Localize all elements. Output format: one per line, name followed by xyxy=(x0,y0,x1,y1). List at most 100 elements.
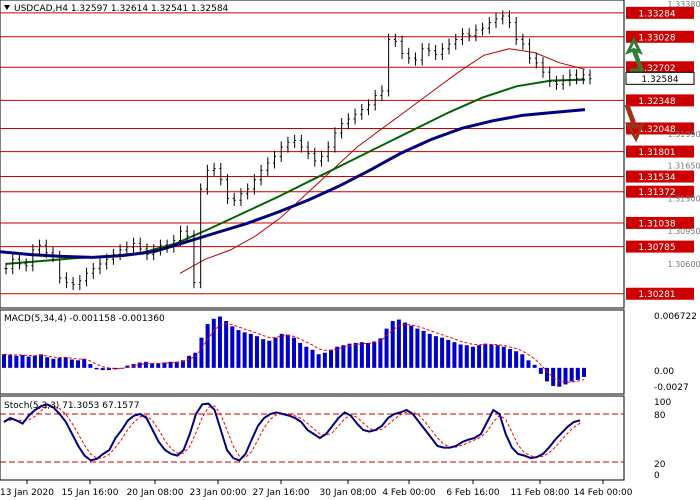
macd-bar xyxy=(69,359,74,368)
macd-bar xyxy=(174,361,179,368)
macd-bar xyxy=(2,354,6,368)
x-tick-label: 15 Jan 16:00 xyxy=(62,488,119,498)
symbol-header-marker-icon xyxy=(4,5,10,10)
x-tick-label: 6 Feb 16:00 xyxy=(446,488,500,498)
x-tick-label: 30 Jan 08:00 xyxy=(320,488,377,498)
macd-bar xyxy=(217,316,222,368)
macd-bar xyxy=(230,326,235,368)
macd-bar xyxy=(298,342,303,368)
macd-bar xyxy=(14,355,19,368)
price-series xyxy=(4,10,592,291)
level-tag xyxy=(626,6,694,19)
macd-bar xyxy=(464,345,469,368)
macd-bar xyxy=(261,339,266,368)
level-tag xyxy=(626,30,694,43)
level-tag xyxy=(626,216,694,229)
macd-bar xyxy=(106,367,111,371)
stoch-tick-0: 0 xyxy=(654,471,660,481)
macd-bar xyxy=(150,363,155,368)
macd-bar xyxy=(440,337,445,368)
macd-bar xyxy=(501,346,506,368)
macd-bar xyxy=(285,334,290,368)
macd-bar xyxy=(273,337,278,368)
macd-bar xyxy=(32,355,37,368)
macd-bar xyxy=(20,355,25,368)
level-tag xyxy=(626,145,694,158)
macd-bar xyxy=(396,319,401,368)
macd-bar xyxy=(205,324,210,368)
macd-bar xyxy=(384,328,389,368)
macd-bar xyxy=(292,337,296,368)
macd-tick-top: 0.006722 xyxy=(654,312,697,322)
arrow-up-icon xyxy=(624,36,645,72)
x-tick-label: 13 Jan 2020 xyxy=(0,488,54,498)
macd-bar xyxy=(452,342,457,368)
level-label: 1.30281 xyxy=(638,290,675,300)
macd-bar xyxy=(329,349,334,368)
x-tick-label: 27 Jan 16:00 xyxy=(253,488,310,498)
macd-bar xyxy=(514,351,519,368)
level-label: 1.32048 xyxy=(638,125,675,135)
level-tag xyxy=(626,170,694,183)
ma-slow-line xyxy=(0,108,586,259)
macd-bar xyxy=(113,367,118,370)
macd-bar xyxy=(94,367,99,370)
level-label: 1.30785 xyxy=(638,243,675,253)
current-price-label: 1.32584 xyxy=(641,75,678,85)
stochastic-lines xyxy=(0,402,624,463)
macd-bar xyxy=(57,358,62,368)
macd-bar xyxy=(483,343,488,368)
macd-bar xyxy=(582,367,586,377)
x-tick-label: 23 Jan 00:00 xyxy=(190,488,247,498)
x-tick-label: 20 Jan 08:00 xyxy=(127,488,184,498)
macd-bar xyxy=(45,357,50,368)
macd-bar xyxy=(193,352,198,368)
macd-bar xyxy=(248,333,253,368)
arrow-down-icon xyxy=(624,104,645,143)
macd-bar xyxy=(489,344,494,368)
y-tick-label: 1.31990 xyxy=(667,130,700,139)
y-tick-label: 1.33380 xyxy=(667,0,700,9)
macd-bar xyxy=(224,321,229,368)
stoch-label: Stoch(5,3,3) 71.3053 67.1577 xyxy=(4,401,139,411)
macd-bar xyxy=(310,349,315,368)
macd-bar xyxy=(180,360,185,368)
support-resistance-levels xyxy=(0,12,624,295)
macd-bar xyxy=(279,333,284,368)
macd-bar xyxy=(100,367,105,371)
stoch-tick-100: 100 xyxy=(654,398,671,408)
level-label: 1.31372 xyxy=(638,188,675,198)
ma-fast-path xyxy=(179,48,586,274)
y-tick-label: 1.31300 xyxy=(667,194,700,203)
macd-bar xyxy=(532,364,537,368)
ma-slow-path xyxy=(0,108,586,259)
macd-bar xyxy=(359,342,364,368)
macd-bar xyxy=(8,355,13,368)
right-axis: 1.33284 1.33028 1.32702 1.32348 1.32048 1.318… xyxy=(625,0,700,300)
current-price-tag xyxy=(625,71,695,85)
macd-bar xyxy=(495,345,500,368)
macd-bar xyxy=(557,367,562,387)
macd-bar xyxy=(372,341,377,368)
macd-bar xyxy=(427,333,432,368)
level-tag xyxy=(626,185,694,198)
x-tick-label: 4 Feb 00:00 xyxy=(382,488,436,498)
macd-bar xyxy=(433,336,438,368)
level-label: 1.32702 xyxy=(638,64,675,74)
macd-signal-line xyxy=(3,322,585,383)
macd-bar xyxy=(415,328,420,368)
level-tag xyxy=(626,61,694,74)
macd-bar xyxy=(353,342,358,368)
macd-bar xyxy=(304,346,309,368)
level-tag xyxy=(626,287,694,300)
macd-bar xyxy=(143,361,148,368)
macd-bar xyxy=(236,330,241,368)
macd-bar xyxy=(563,367,568,385)
macd-bar xyxy=(335,346,340,368)
x-tick-label: 14 Feb 00:00 xyxy=(573,488,632,498)
macd-bar xyxy=(403,322,408,368)
macd-bar xyxy=(187,355,192,368)
stoch-tick-80: 80 xyxy=(654,411,666,421)
